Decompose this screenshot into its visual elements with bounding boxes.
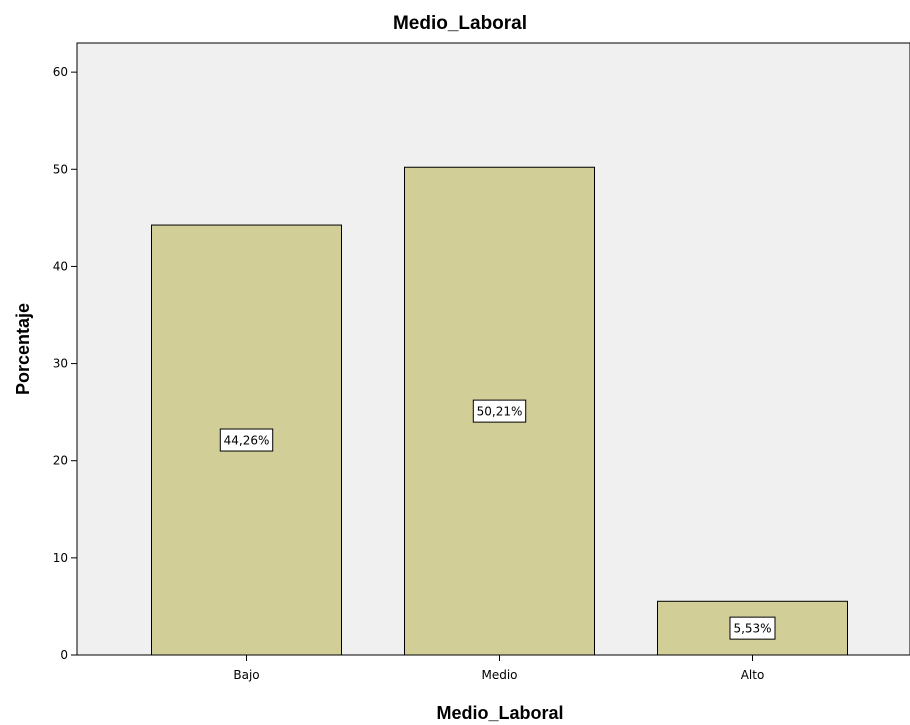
data-label-box (219, 428, 274, 452)
y-axis-title: Porcentaje (13, 303, 33, 395)
y-tick-label: 60 (53, 65, 68, 79)
data-label: 50,21% (472, 399, 527, 423)
y-tick-label: 20 (53, 454, 68, 468)
data-label-box (472, 399, 527, 423)
data-label: 5,53% (729, 616, 776, 640)
y-tick-label: 50 (53, 162, 68, 176)
y-tick-label: 10 (53, 551, 68, 565)
y-tick-label: 40 (53, 259, 68, 273)
x-axis: Bajo Medio Alto (77, 654, 910, 682)
chart-title: Medio_Laboral (393, 13, 527, 34)
data-label: 44,26% (219, 428, 274, 452)
data-labels-layer: 44,26% 50,21% 5,53% (219, 399, 776, 640)
data-label-text: 50,21% (477, 405, 523, 419)
data-label-text: 5,53% (733, 622, 771, 636)
data-label-box (729, 616, 776, 640)
y-tick-label: 0 (60, 648, 68, 662)
y-axis: 0 10 20 30 40 50 60 (53, 43, 78, 662)
data-label-text: 44,26% (224, 434, 270, 448)
y-tick-label: 30 (53, 357, 68, 371)
x-tick-label: Medio (481, 668, 517, 682)
x-tick-label: Alto (741, 668, 765, 682)
x-axis-title: Medio_Laboral (436, 703, 563, 723)
x-tick-label: Bajo (233, 668, 259, 682)
